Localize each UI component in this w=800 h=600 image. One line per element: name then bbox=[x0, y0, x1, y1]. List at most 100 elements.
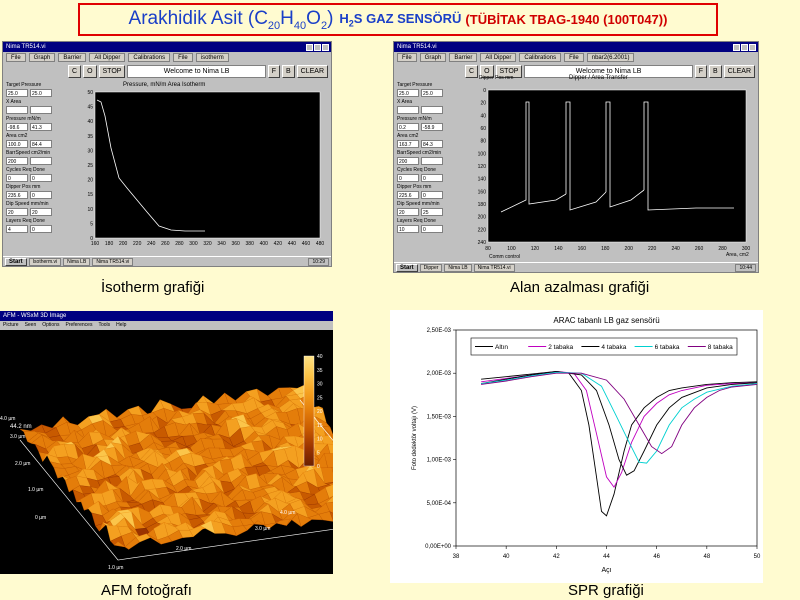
field-value[interactable]: 200 bbox=[397, 157, 419, 165]
c-button[interactable]: C bbox=[465, 64, 479, 78]
c-button[interactable]: C bbox=[68, 64, 82, 78]
x-tick-label: 38 bbox=[453, 554, 460, 560]
field-value[interactable]: 100.0 bbox=[6, 140, 28, 148]
caption-afm: AFM fotoğrafı bbox=[101, 582, 192, 599]
taskbar-item[interactable]: Nima TR514.vi bbox=[92, 257, 134, 266]
start-button[interactable]: Start bbox=[5, 257, 27, 266]
afm-menu-item[interactable]: Tools bbox=[98, 322, 111, 328]
o-button[interactable]: O bbox=[480, 64, 494, 78]
close-icon[interactable] bbox=[322, 43, 329, 51]
taskbar-item[interactable]: Isotherm.vi bbox=[28, 257, 62, 266]
field-value[interactable]: 0 bbox=[421, 225, 443, 233]
maximize-icon[interactable] bbox=[314, 43, 321, 51]
menu-item-5[interactable]: File bbox=[173, 53, 193, 62]
field-value[interactable]: 0 bbox=[30, 225, 52, 233]
field-value[interactable]: 20 bbox=[397, 208, 419, 216]
menu-item-5[interactable]: File bbox=[564, 53, 584, 62]
afm-menu-item[interactable]: Options bbox=[42, 322, 60, 328]
field-label: Cycles Req Done bbox=[6, 167, 45, 173]
afm-menu-item[interactable]: Preferences bbox=[65, 322, 93, 328]
field-value[interactable]: 0 bbox=[30, 174, 52, 182]
field-value[interactable]: 225.6 bbox=[397, 191, 419, 199]
y-tick-label: 10 bbox=[87, 207, 93, 213]
o-button[interactable]: O bbox=[83, 64, 97, 78]
menu-item-1[interactable]: Graph bbox=[28, 53, 56, 62]
maximize-icon[interactable] bbox=[741, 43, 748, 51]
clear-button[interactable]: CLEAR bbox=[723, 64, 755, 78]
field-value[interactable]: 84.3 bbox=[421, 140, 443, 148]
field-value[interactable]: 0.2 bbox=[397, 123, 419, 131]
field-value[interactable]: 235.6 bbox=[6, 191, 28, 199]
afm-menu-item[interactable]: Seen bbox=[24, 322, 37, 328]
menu-item-3[interactable]: All Dipper bbox=[89, 53, 126, 62]
field-value[interactable]: 25.0 bbox=[30, 89, 52, 97]
y-tick-label: 40 bbox=[87, 119, 93, 125]
field-value[interactable]: 84.4 bbox=[30, 140, 52, 148]
stop-button[interactable]: STOP bbox=[98, 64, 126, 78]
field-value[interactable]: 0 bbox=[397, 174, 419, 182]
menu-item-3[interactable]: All Dipper bbox=[480, 53, 517, 62]
start-button[interactable]: Start bbox=[396, 263, 418, 272]
field-label: Dip Speed mm/min bbox=[397, 201, 440, 207]
afm-menu-item[interactable]: Help bbox=[116, 322, 127, 328]
menu-item-2[interactable]: Barrier bbox=[449, 53, 478, 62]
field-value[interactable] bbox=[30, 157, 52, 165]
y-tick-label: 1,50E-03 bbox=[427, 414, 452, 420]
menu-item-4[interactable]: Calibrations bbox=[519, 53, 562, 62]
field-value[interactable]: 25.0 bbox=[6, 89, 28, 97]
field-value[interactable]: 0 bbox=[421, 191, 443, 199]
menu-item-4[interactable]: Calibrations bbox=[128, 53, 171, 62]
field-value[interactable]: 20 bbox=[30, 208, 52, 216]
menu-item-2[interactable]: Barrier bbox=[58, 53, 87, 62]
b-button[interactable]: B bbox=[281, 64, 295, 78]
taskbar-item[interactable]: Dipper bbox=[419, 263, 443, 272]
y-tick-label: 80 bbox=[480, 139, 486, 145]
x-tick-label: 42 bbox=[553, 554, 560, 560]
afm-menu-item[interactable]: Picture bbox=[3, 322, 19, 328]
field-value[interactable]: 25.0 bbox=[421, 89, 443, 97]
menu-item-6[interactable]: nbar2(6.2001) bbox=[586, 53, 635, 62]
field-value[interactable]: 10 bbox=[397, 225, 419, 233]
field-value[interactable]: 25 bbox=[421, 208, 443, 216]
menu-item-1[interactable]: Graph bbox=[419, 53, 447, 62]
field-value[interactable]: 0 bbox=[421, 174, 443, 182]
field-value[interactable]: 41.3 bbox=[30, 123, 52, 131]
f-button[interactable]: F bbox=[694, 64, 707, 78]
field-value[interactable]: 163.7 bbox=[397, 140, 419, 148]
taskbar-item[interactable]: Nima LB bbox=[63, 257, 91, 266]
field-value[interactable]: 25.0 bbox=[397, 89, 419, 97]
taskbar-item[interactable]: Nima LB bbox=[444, 263, 472, 272]
menu-item-0[interactable]: File bbox=[397, 53, 417, 62]
field-value[interactable]: -58.9 bbox=[421, 123, 443, 131]
field-value[interactable]: 200 bbox=[6, 157, 28, 165]
field-value[interactable] bbox=[421, 106, 443, 114]
taskbar-item[interactable]: Nima TR514.vi bbox=[473, 263, 515, 272]
field-label: BarrSpeed cm2/min bbox=[6, 150, 51, 156]
field-value[interactable]: 0 bbox=[30, 191, 52, 199]
afm-axis-label: 3.0 µm bbox=[10, 434, 25, 440]
menu-item-6[interactable]: isotherm bbox=[195, 53, 229, 62]
series-line-4 bbox=[481, 372, 758, 455]
menu-item-0[interactable]: File bbox=[6, 53, 26, 62]
field-value[interactable]: 4 bbox=[6, 225, 28, 233]
field-value[interactable] bbox=[421, 157, 443, 165]
close-icon[interactable] bbox=[749, 43, 756, 51]
b-button[interactable]: B bbox=[708, 64, 722, 78]
field-value[interactable] bbox=[6, 106, 28, 114]
field-value[interactable] bbox=[397, 106, 419, 114]
stop-button[interactable]: STOP bbox=[495, 64, 523, 78]
clear-button[interactable]: CLEAR bbox=[296, 64, 328, 78]
series-line-2 bbox=[481, 371, 758, 476]
f-button[interactable]: F bbox=[267, 64, 280, 78]
field-value[interactable]: -98.6 bbox=[6, 123, 28, 131]
minimize-icon[interactable] bbox=[306, 43, 313, 51]
field-value[interactable]: 20 bbox=[6, 208, 28, 216]
x-tick-label: 160 bbox=[91, 241, 100, 247]
minimize-icon[interactable] bbox=[733, 43, 740, 51]
field-value[interactable] bbox=[30, 106, 52, 114]
z-tick-label: 30 bbox=[317, 382, 323, 388]
x-tick-label: 380 bbox=[246, 241, 255, 247]
field-value[interactable]: 0 bbox=[6, 174, 28, 182]
field-row: 10 0 bbox=[397, 225, 459, 233]
